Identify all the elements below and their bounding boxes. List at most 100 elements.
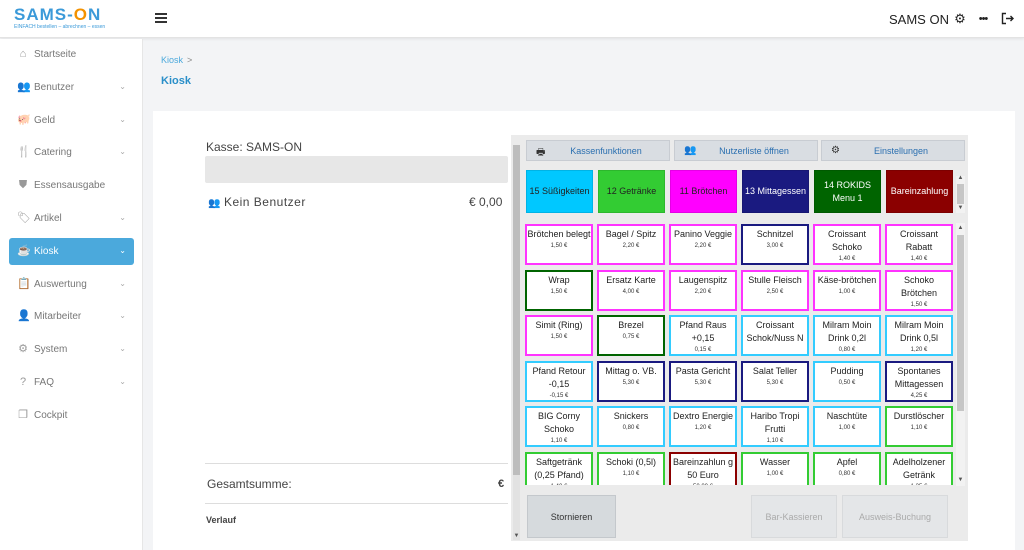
panel-scrollbar[interactable]: ▼ [512,145,521,540]
product-tile[interactable]: BIG Corny Schoko 1,10 € [525,406,593,447]
gear-icon: ⚙ [831,145,840,156]
open-user-list-button[interactable]: 👥 Nutzerliste öffnen [674,140,818,161]
product-tile[interactable]: Bareinzahlun g 50 Euro 50,00 € [669,451,737,486]
product-scrollbar[interactable] [956,223,965,486]
category-tab[interactable]: 13 Mittagessen [742,170,809,213]
product-tile[interactable]: Wrap 1,50 € [525,269,593,311]
product-price: 1,10 € [622,470,640,477]
scrollbar-thumb[interactable] [513,145,520,475]
category-tab[interactable]: 15 Süßigkeiten [526,170,593,213]
cutlery-icon: 🍴 [17,146,31,159]
product-name: Adelholzener Getränk [892,456,946,480]
more-icon[interactable]: ••• [978,13,989,25]
product-tile[interactable]: Dextro Energie 1,20 € [669,406,737,447]
sidebar-item-label: Catering [34,147,72,159]
product-price: 1,40 € [910,256,928,262]
product-tile[interactable]: Brötchen belegt 1,50 € [525,224,593,265]
cancel-button[interactable]: Stornieren [527,495,616,538]
sidebar-item-geld[interactable]: 🐖 Geld ⌄ [9,107,134,134]
product-tile[interactable]: Haribo Tropi Frutti 1,10 € [741,406,809,447]
product-tile[interactable]: Apfel 0,80 € [813,451,881,485]
register-functions-button[interactable]: 🖶 Kassenfunktionen [526,140,670,161]
logout-icon[interactable] [1000,12,1014,26]
gear-icon[interactable]: ⚙ [954,11,966,26]
category-tab[interactable]: 11 Brötchen [670,170,737,213]
sidebar-item-benutzer[interactable]: 👥 Benutzer ⌄ [9,74,134,101]
product-tile[interactable]: Durstlöscher 1,10 € [885,406,953,447]
category-tab[interactable]: 14 ROKIDS Menu 1 [814,170,881,213]
product-tile[interactable]: Saftgetränk (0,25 Pfand) 1,40 € [525,451,593,485]
no-user-label: 👥 Kein Benutzer [208,195,306,209]
product-price: 50,00 € [671,483,735,486]
product-tile[interactable]: Milram Moin Drink 0,2l 0,80 € [813,315,881,356]
product-name: Snickers [613,411,649,421]
product-tile[interactable]: Simit (Ring) 1,50 € [525,315,593,356]
sidebar-item-auswertung[interactable]: 📋 Auswertung ⌄ [9,271,134,298]
product-tile[interactable]: Schnitzel 3,00 € [741,224,809,265]
sidebar-item-kiosk[interactable]: ☕ Kiosk ⌄ [9,237,134,265]
product-tile[interactable]: Naschtüte 1,00 € [813,406,881,447]
product-tile[interactable]: Laugenspitz 2,20 € [669,269,737,311]
sidebar-item-faq[interactable]: ? FAQ ⌄ [9,369,134,396]
product-tile[interactable]: Salat Teller 5,30 € [741,360,809,402]
product-name: Naschtüte [826,411,868,421]
sidebar-item-catering[interactable]: 🍴 Catering ⌄ [9,139,134,166]
scroll-up-arrow-icon[interactable]: ▲ [957,225,964,231]
product-tile[interactable]: Croissant Schoko 1,40 € [813,224,881,265]
product-tile[interactable]: Schoko Brötchen 1,50 € [885,269,953,311]
product-tile[interactable]: Käse-brötchen 1,00 € [813,269,881,311]
product-tile[interactable]: Wasser 1,00 € [741,451,809,485]
product-tile[interactable]: Snickers 0,80 € [597,406,665,447]
button-label: Einstellungen [873,146,929,156]
sidebar-item-essensausgabe[interactable]: ⛊ Essensausgabe [9,172,134,199]
product-price: 0,75 € [622,334,640,340]
category-scrollbar[interactable] [956,176,965,213]
product-tile[interactable]: Milram Moin Drink 0,5l 1,20 € [885,315,953,356]
product-name: BIG Corny Schoko [537,411,580,434]
product-name: Croissant Schoko [827,229,866,252]
sidebar-item-artikel[interactable]: 🏷 Artikel ⌄ [9,205,134,232]
cash-checkout-button[interactable]: Bar-Kassieren [751,495,837,538]
scroll-up-arrow-icon[interactable]: ▲ [957,175,964,181]
id-booking-button[interactable]: Ausweis-Buchung [842,495,948,538]
sidebar-item-system[interactable]: ⚙ System ⌄ [9,336,134,363]
product-tile[interactable]: Croissant Rabatt 1,40 € [885,224,953,265]
product-name: Pfand Raus +0,15 [679,320,727,343]
product-tile[interactable]: Pasta Gericht 5,30 € [669,360,737,402]
home-icon: ⌂ [19,48,27,60]
sidebar-item-cockpit[interactable]: ❐ Cockpit [9,402,134,429]
product-tile[interactable]: Spontanes Mittagessen 4,25 € [885,360,953,402]
scroll-down-arrow-icon[interactable]: ▼ [957,477,964,483]
product-tile[interactable]: Pfand Retour -0,15 -0,15 € [525,360,593,402]
product-name: Dextro Energie [672,411,734,421]
scroll-down-arrow-icon[interactable]: ▼ [513,533,520,539]
sidebar-item-label: Geld [34,114,56,126]
breadcrumb-item-kiosk[interactable]: Kiosk [161,55,184,65]
product-tile[interactable]: Brezel 0,75 € [597,315,665,356]
product-tile[interactable]: Croissant Schok/Nuss N [741,315,809,356]
product-tile[interactable]: Ersatz Karte 4,00 € [597,269,665,311]
product-price: 3,00 € [766,243,784,249]
product-price: 4,00 € [622,288,640,295]
category-tab[interactable]: Bareinzahlung [886,170,953,213]
product-price: 1,50 € [910,301,928,308]
product-tile[interactable]: Pudding 0,50 € [813,360,881,402]
category-tab[interactable]: 12 Getränke [598,170,665,213]
sidebar-item-mitarbeiter[interactable]: 👤 Mitarbeiter ⌄ [9,303,134,330]
product-tile[interactable]: Pfand Raus +0,15 0,15 € [669,315,737,356]
logo[interactable]: SAMS-ON EINFACH bestellen – abrechnen – … [14,6,134,32]
user-icon: 👤 [17,310,31,323]
user-display-field[interactable] [205,156,508,183]
product-tile[interactable]: Stulle Fleisch 2,50 € [741,269,809,311]
sidebar-item-startseite[interactable]: ⌂ Startseite [9,41,134,68]
product-tile[interactable]: Mittag o. VB. 5,30 € [597,360,665,402]
product-tile[interactable]: Panino Veggie 2,20 € [669,224,737,265]
product-name: Croissant Schok/Nuss N [746,320,804,343]
scroll-down-arrow-icon[interactable]: ▼ [957,205,964,211]
menu-toggle-icon[interactable] [155,13,167,23]
settings-button[interactable]: ⚙ Einstellungen [821,140,965,161]
product-tile[interactable]: Bagel / Spitz 2,20 € [597,224,665,265]
product-tile[interactable]: Schoki (0,5l) 1,10 € [597,451,665,485]
printer-icon: 🖶 [536,147,546,158]
product-tile[interactable]: Adelholzener Getränk 1,35 € [885,451,953,485]
